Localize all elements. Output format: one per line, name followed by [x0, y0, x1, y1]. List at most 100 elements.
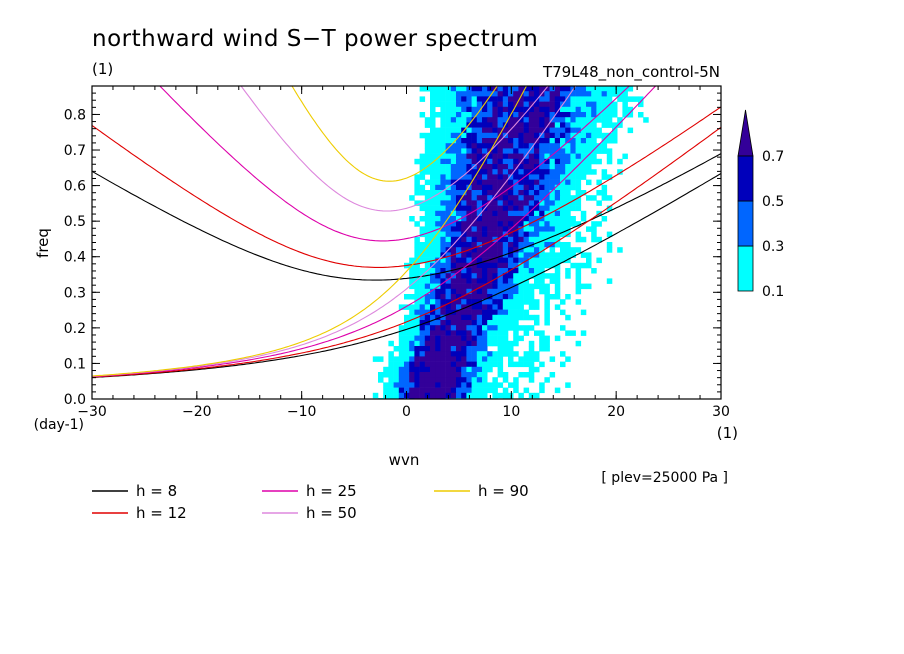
power-cell	[430, 216, 436, 222]
power-cell	[450, 96, 457, 102]
power-cell	[466, 174, 472, 180]
power-cell	[513, 382, 519, 388]
power-cell	[492, 226, 498, 232]
power-cell	[565, 226, 571, 232]
power-cell	[456, 127, 462, 134]
power-cell	[497, 153, 504, 160]
power-cell	[523, 210, 530, 217]
power-cell	[419, 387, 426, 394]
power-cell	[502, 226, 509, 232]
power-cell	[554, 221, 561, 227]
power-cell	[450, 262, 457, 269]
power-cell	[435, 96, 441, 102]
power-cell	[606, 86, 613, 92]
power-cell	[502, 262, 509, 269]
power-cell	[482, 372, 488, 378]
power-cell	[580, 164, 587, 170]
power-cell	[586, 117, 592, 123]
power-cell	[513, 268, 519, 274]
power-cell	[461, 106, 467, 113]
power-cell	[549, 262, 556, 269]
power-cell	[482, 91, 488, 97]
power-cell	[591, 169, 597, 175]
power-cell	[388, 392, 394, 399]
power-cell	[482, 200, 488, 206]
power-cell	[492, 309, 498, 316]
power-cell	[508, 148, 514, 154]
power-cell	[596, 117, 602, 123]
power-cell	[528, 356, 535, 362]
power-cell	[466, 106, 472, 113]
power-cell	[528, 86, 535, 92]
power-cell	[466, 257, 472, 264]
power-cell	[461, 361, 467, 368]
power-cell	[560, 325, 566, 331]
power-cell	[424, 288, 431, 295]
power-cell	[534, 247, 540, 253]
power-cell	[502, 231, 509, 238]
power-cell	[456, 283, 462, 290]
power-cell	[430, 314, 436, 321]
power-cell	[601, 91, 608, 97]
power-cell	[539, 273, 545, 279]
power-cell	[497, 86, 504, 92]
power-cell	[528, 127, 535, 134]
power-cell	[502, 158, 509, 165]
power-cell	[508, 122, 514, 128]
power-cell	[560, 158, 566, 165]
power-cell	[461, 216, 467, 222]
power-cell	[502, 216, 509, 222]
power-cell	[445, 117, 452, 123]
power-cell	[435, 86, 441, 92]
power-cell	[560, 91, 566, 97]
power-cell	[440, 153, 446, 160]
power-cell	[404, 314, 410, 321]
power-cell	[445, 174, 452, 180]
power-cell	[456, 184, 462, 191]
power-cell	[544, 184, 550, 191]
power-cell	[414, 262, 420, 269]
power-cell	[450, 236, 457, 243]
power-cell	[456, 377, 462, 383]
power-cell	[575, 86, 582, 92]
power-cell	[482, 366, 488, 373]
power-cell	[497, 351, 504, 357]
power-cell	[528, 226, 535, 232]
power-cell	[518, 242, 524, 248]
power-cell	[409, 387, 415, 394]
power-cell	[544, 205, 550, 212]
axis-ticks: −30 −20 −10 0 10 20 300.00.10.20.30.40.50.60.7…	[64, 86, 730, 420]
power-cell	[430, 195, 436, 201]
power-cell	[518, 278, 524, 284]
power-cell	[419, 314, 426, 321]
power-cell	[560, 257, 566, 264]
colorbar-label: 0.5	[762, 194, 784, 210]
power-cell	[492, 304, 498, 310]
power-cell	[466, 221, 472, 227]
power-cell	[508, 91, 514, 97]
power-cell	[596, 96, 602, 102]
power-cell	[508, 190, 514, 196]
power-cell	[523, 158, 530, 165]
colorbar-segment	[737, 245, 754, 292]
power-cell	[440, 112, 446, 118]
power-cell	[570, 200, 576, 206]
power-cell	[534, 195, 540, 201]
power-cell	[544, 288, 550, 295]
power-cell	[560, 226, 566, 232]
power-cell	[518, 273, 524, 279]
power-cell	[554, 86, 561, 92]
power-cell	[601, 169, 608, 175]
power-cell	[482, 288, 488, 295]
power-cell	[430, 205, 436, 212]
power-cell	[554, 195, 561, 201]
power-cell	[622, 86, 628, 92]
power-cell	[508, 294, 514, 300]
chart-title: northward wind S−T power spectrum	[92, 26, 538, 52]
power-cell	[456, 304, 462, 310]
power-cell	[554, 132, 561, 139]
power-cell	[523, 122, 530, 128]
power-cell	[424, 366, 431, 373]
power-cell	[471, 231, 478, 238]
power-cell	[570, 138, 576, 144]
